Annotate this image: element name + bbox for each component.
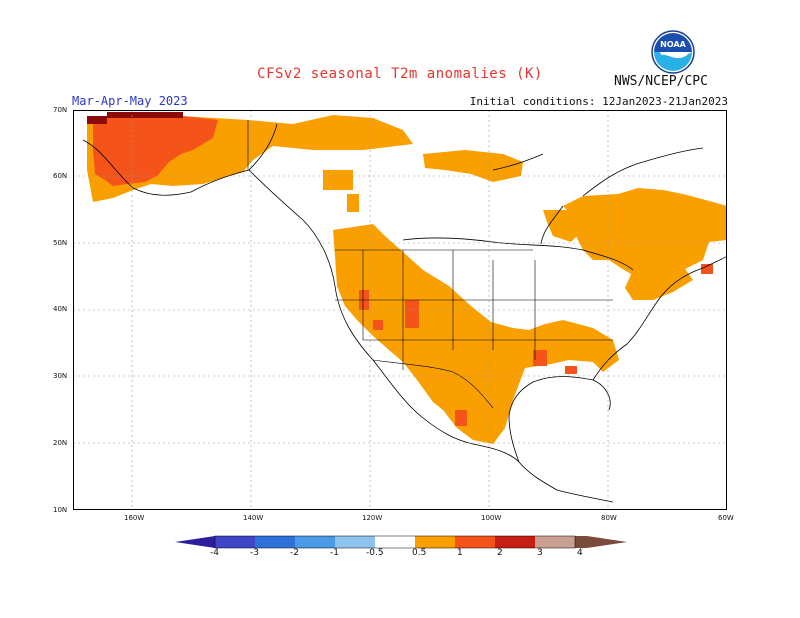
lon-label-120w: 120W: [362, 514, 383, 522]
colorbar-swatch-1: [455, 536, 495, 548]
lat-label-70n: 70N: [53, 106, 68, 114]
coastlines: [82, 123, 727, 503]
colorbar-label-5: 0.5: [412, 548, 427, 558]
colorbar-label-4: -0.5: [366, 548, 384, 558]
colorbar-swatch--4: [215, 536, 255, 548]
lat-label-20n: 20N: [53, 439, 68, 447]
colorbar-label-0: -4: [210, 548, 219, 558]
colorbar-label-7: 2: [497, 548, 503, 558]
colorbar-swatch-neutral: [375, 536, 415, 548]
lat-label-10n: 10N: [53, 506, 68, 514]
lon-label-140w: 140W: [243, 514, 264, 522]
agency-label: NWS/NCEP/CPC: [614, 74, 708, 89]
lon-label-60w: 60W: [718, 514, 734, 522]
colorbar-arrow-high: [575, 536, 627, 548]
colorbar: [175, 535, 627, 549]
colorbar-swatch-2: [495, 536, 535, 548]
colorbar-label-3: -1: [330, 548, 339, 558]
colorbar-swatch--1: [335, 536, 375, 548]
colorbar-label-2: -2: [290, 548, 299, 558]
anomaly-region-northeast: [543, 188, 727, 300]
graticule: [73, 110, 727, 510]
colorbar-label-6: 1: [457, 548, 463, 558]
lat-label-40n: 40N: [53, 305, 68, 313]
season-label: Mar-Apr-May 2023: [72, 94, 188, 108]
colorbar-label-1: -3: [250, 548, 259, 558]
colorbar-arrow-low: [175, 536, 215, 548]
colorbar-swatch--3: [255, 536, 295, 548]
lat-label-60n: 60N: [53, 172, 68, 180]
lat-label-50n: 50N: [53, 239, 68, 247]
colorbar-label-9: 4: [577, 548, 583, 558]
anomaly-region-arctic: [323, 150, 523, 212]
initial-conditions-label: Initial conditions: 12Jan2023-21Jan2023: [469, 95, 728, 108]
lat-label-30n: 30N: [53, 372, 68, 380]
colorbar-swatch--2: [295, 536, 335, 548]
colorbar-label-8: 3: [537, 548, 543, 558]
noaa-logo-icon: NOAA: [651, 30, 695, 74]
lon-label-100w: 100W: [481, 514, 502, 522]
colorbar-swatch-3: [535, 536, 575, 548]
lon-label-80w: 80W: [601, 514, 617, 522]
anomaly-map: [73, 110, 727, 510]
lon-label-160w: 160W: [124, 514, 145, 522]
colorbar-swatch-05: [415, 536, 455, 548]
chart-title: CFSv2 seasonal T2m anomalies (K): [257, 66, 543, 82]
anomaly-region-alaska: [87, 112, 413, 202]
svg-text:NOAA: NOAA: [660, 40, 686, 49]
